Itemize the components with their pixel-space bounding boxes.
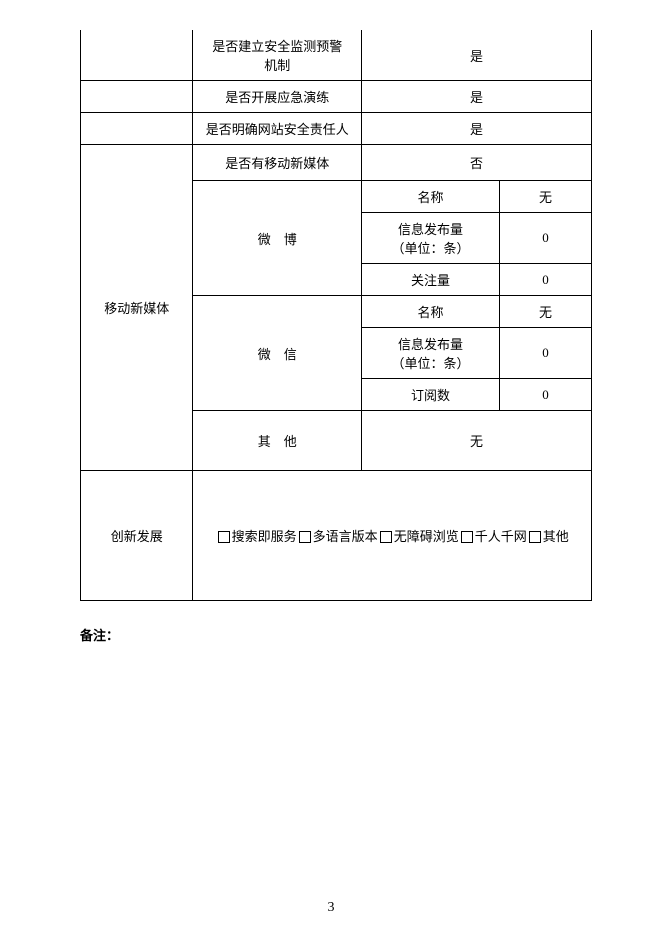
checkbox-icon[interactable] xyxy=(529,531,541,543)
weibo-followers-value: 0 xyxy=(500,264,592,296)
checkbox-group: 搜索即服务 多语言版本 无障碍浏览 千人千网 其他 xyxy=(216,529,569,544)
innovation-options-cell: 搜索即服务 多语言版本 无障碍浏览 千人千网 其他 xyxy=(193,471,592,601)
wechat-posts-label: 信息发布量 （单位：条） xyxy=(362,328,500,379)
weibo-name-label: 名称 xyxy=(362,181,500,213)
weibo-posts-label: 信息发布量 （单位：条） xyxy=(362,213,500,264)
wechat-subs-label: 订阅数 xyxy=(362,379,500,411)
opt-search: 搜索即服务 xyxy=(232,529,297,544)
drill-value: 是 xyxy=(362,81,592,113)
checkbox-icon[interactable] xyxy=(461,531,473,543)
other-value: 无 xyxy=(362,411,592,471)
opt-barrier-free: 无障碍浏览 xyxy=(394,529,459,544)
responsible-label: 是否明确网站安全责任人 xyxy=(193,113,362,145)
opt-multilang: 多语言版本 xyxy=(313,529,378,544)
innovation-section-label: 创新发展 xyxy=(81,471,193,601)
table-row: 是否明确网站安全责任人 是 xyxy=(81,113,592,145)
empty-cell xyxy=(81,113,193,145)
opt-qianren: 千人千网 xyxy=(475,529,527,544)
checkbox-icon[interactable] xyxy=(299,531,311,543)
checkbox-icon[interactable] xyxy=(218,531,230,543)
monitoring-value: 是 xyxy=(362,30,592,81)
weibo-followers-label: 关注量 xyxy=(362,264,500,296)
mobile-section-label: 移动新媒体 xyxy=(81,145,193,471)
drill-label: 是否开展应急演练 xyxy=(193,81,362,113)
page-number: 3 xyxy=(0,900,662,916)
other-label: 其 他 xyxy=(193,411,362,471)
wechat-subs-value: 0 xyxy=(500,379,592,411)
table-row: 是否建立安全监测预警 机制 是 xyxy=(81,30,592,81)
empty-cell xyxy=(81,81,193,113)
wechat-label: 微 信 xyxy=(193,296,362,411)
checkbox-icon[interactable] xyxy=(380,531,392,543)
wechat-name-value: 无 xyxy=(500,296,592,328)
weibo-posts-value: 0 xyxy=(500,213,592,264)
weibo-label: 微 博 xyxy=(193,181,362,296)
wechat-posts-value: 0 xyxy=(500,328,592,379)
has-mobile-value: 否 xyxy=(362,145,592,181)
main-table: 是否建立安全监测预警 机制 是 是否开展应急演练 是 是否明确网站安全责任人 是… xyxy=(80,30,592,601)
empty-cell xyxy=(81,30,193,81)
table-row: 移动新媒体 是否有移动新媒体 否 xyxy=(81,145,592,181)
wechat-name-label: 名称 xyxy=(362,296,500,328)
table-row: 创新发展 搜索即服务 多语言版本 无障碍浏览 千人千网 其他 xyxy=(81,471,592,601)
weibo-name-value: 无 xyxy=(500,181,592,213)
has-mobile-label: 是否有移动新媒体 xyxy=(193,145,362,181)
responsible-value: 是 xyxy=(362,113,592,145)
opt-other: 其他 xyxy=(543,529,569,544)
table-row: 是否开展应急演练 是 xyxy=(81,81,592,113)
monitoring-label: 是否建立安全监测预警 机制 xyxy=(193,30,362,81)
note-label: 备注： xyxy=(80,625,592,644)
page-content: 是否建立安全监测预警 机制 是 是否开展应急演练 是 是否明确网站安全责任人 是… xyxy=(0,0,662,644)
